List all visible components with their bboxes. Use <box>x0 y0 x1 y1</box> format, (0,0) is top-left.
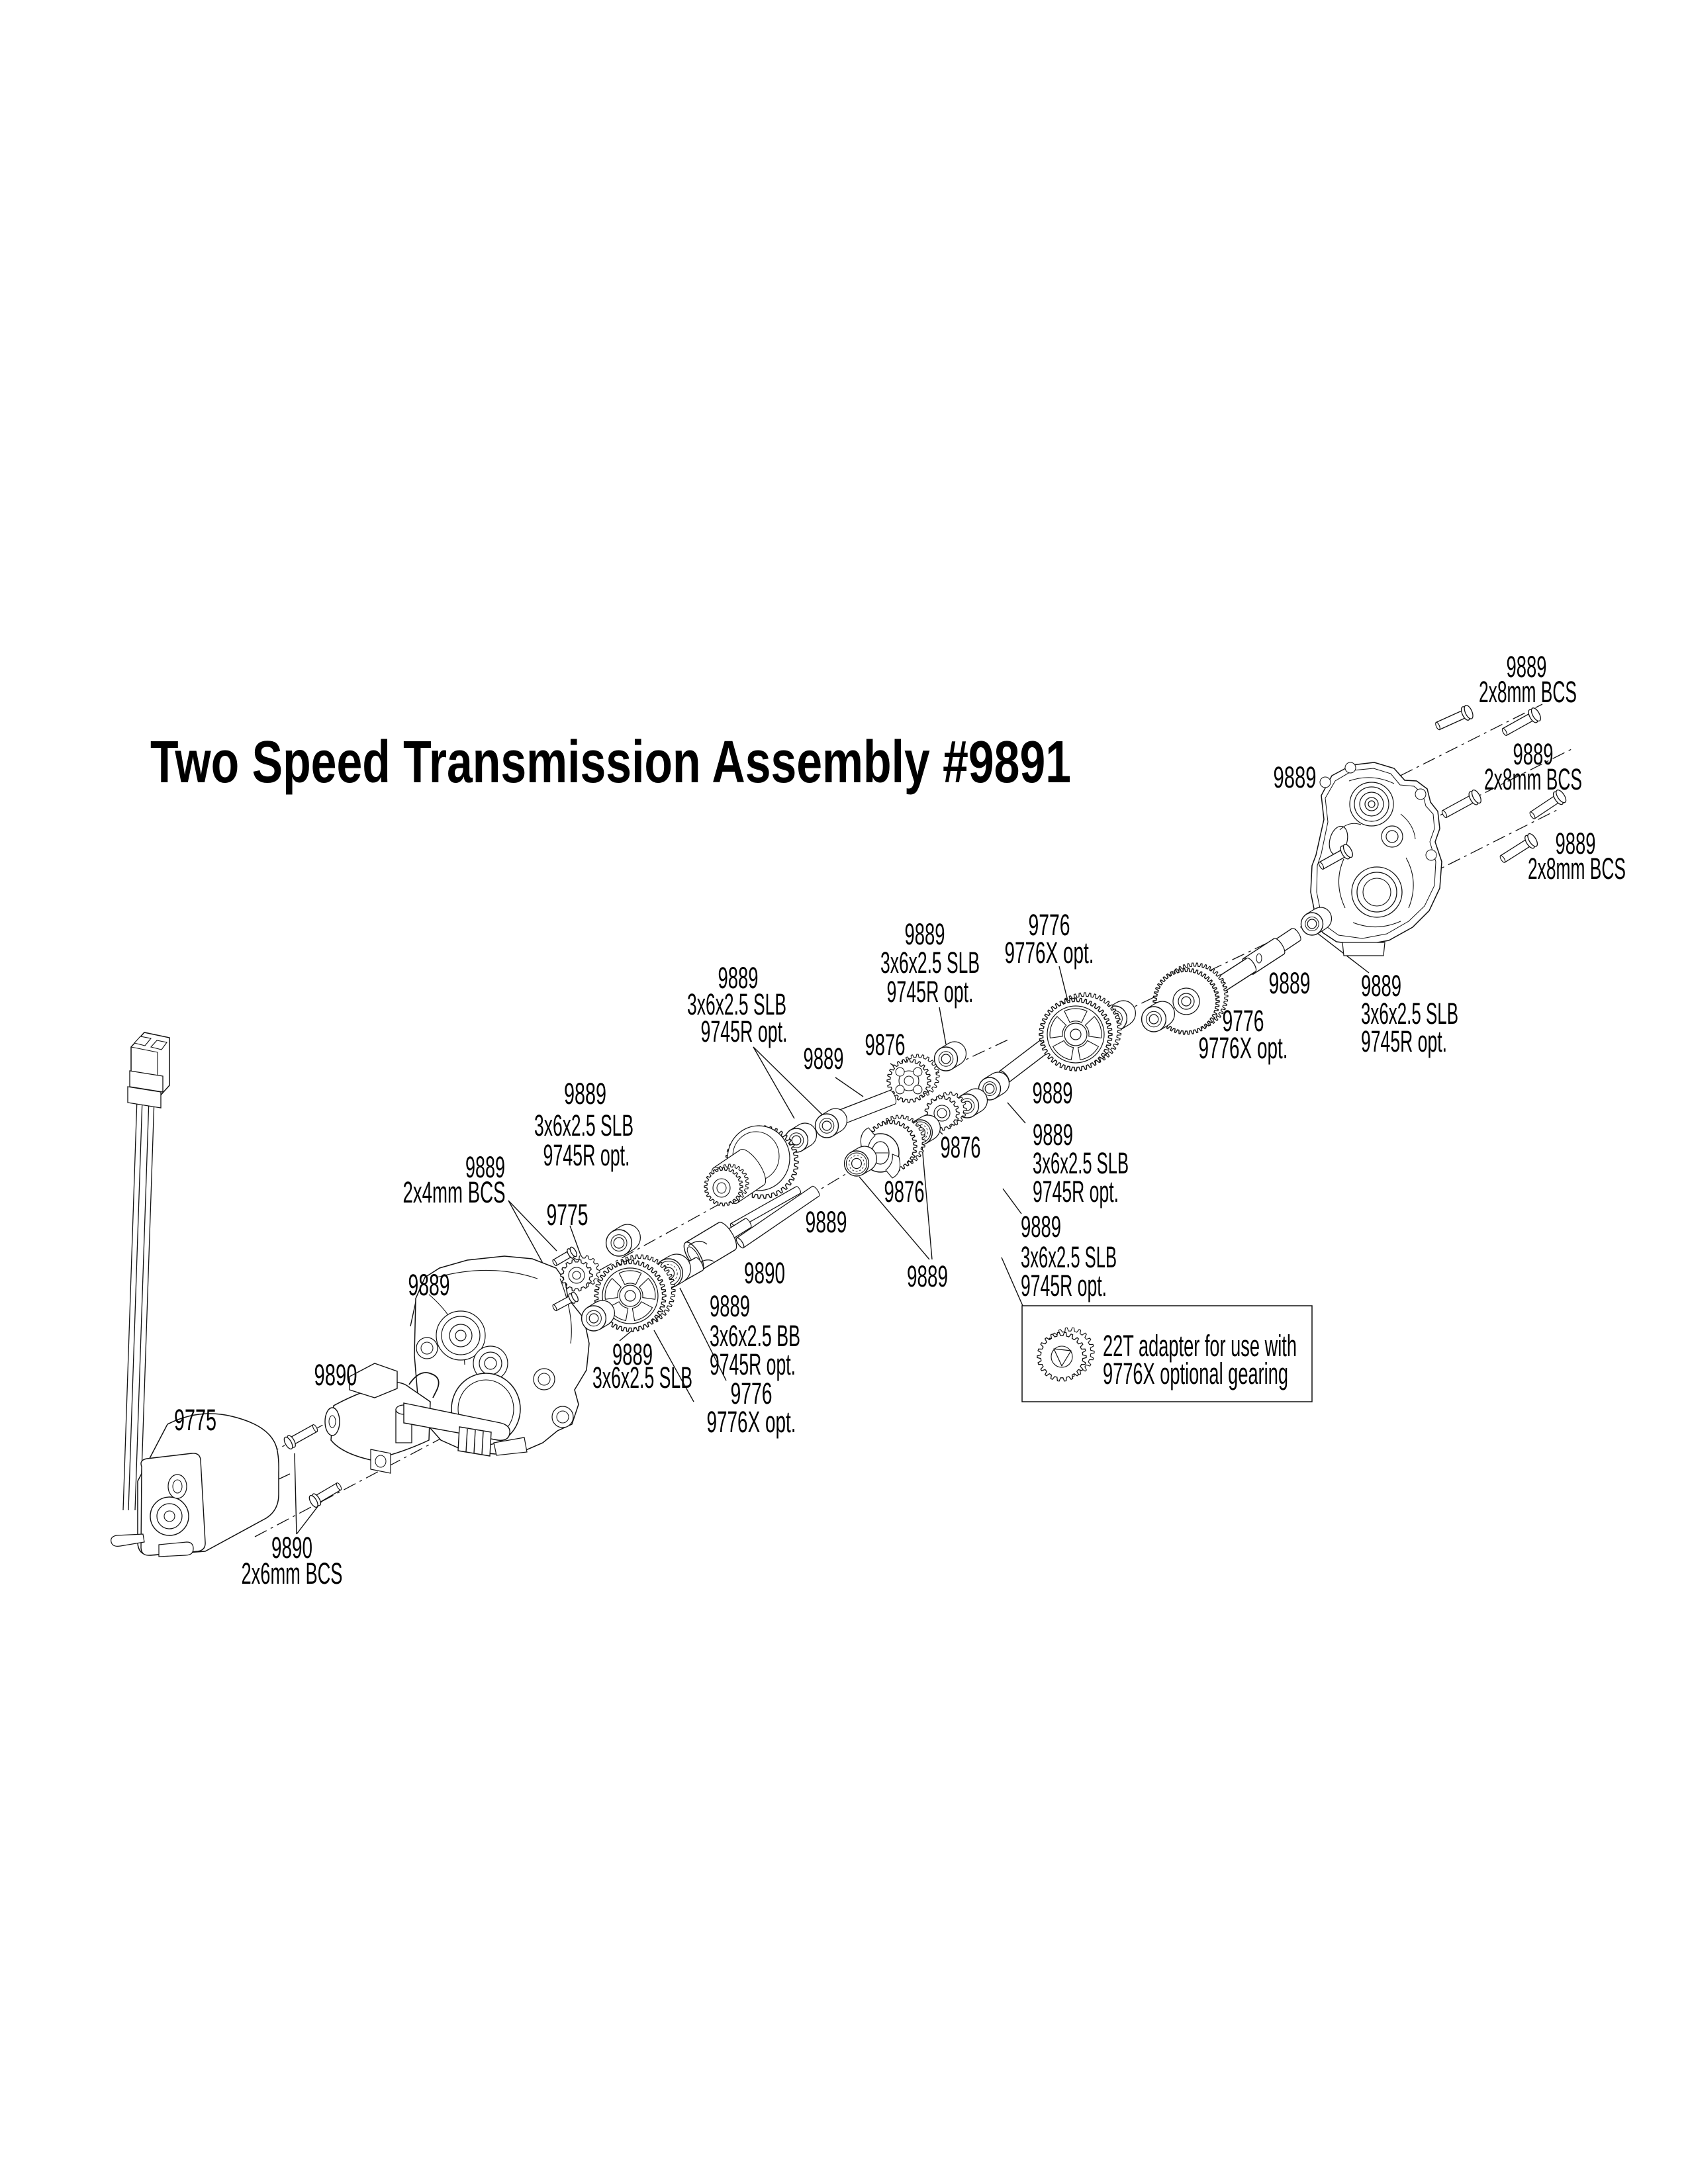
svg-text:3x6x2.5 SLB: 3x6x2.5 SLB <box>1021 1240 1117 1274</box>
svg-text:9889: 9889 <box>1361 969 1401 1003</box>
svg-text:9889: 9889 <box>1513 737 1554 771</box>
svg-text:9776X opt.: 9776X opt. <box>1199 1031 1288 1065</box>
svg-text:9776: 9776 <box>1029 908 1070 942</box>
svg-text:9889: 9889 <box>905 917 945 951</box>
svg-text:9776X opt.: 9776X opt. <box>1005 936 1094 970</box>
svg-text:3x6x2.5 SLB: 3x6x2.5 SLB <box>1361 997 1458 1030</box>
svg-text:9889: 9889 <box>1274 760 1317 794</box>
svg-text:9889: 9889 <box>1021 1210 1061 1244</box>
svg-text:9890: 9890 <box>271 1531 312 1565</box>
svg-text:9890: 9890 <box>744 1256 785 1290</box>
svg-text:3x6x2.5 SLB: 3x6x2.5 SLB <box>687 987 786 1021</box>
svg-text:9776: 9776 <box>1223 1004 1264 1038</box>
svg-text:9745R opt.: 9745R opt. <box>701 1015 788 1048</box>
svg-text:9745R opt.: 9745R opt. <box>1361 1024 1447 1058</box>
svg-text:9745R opt.: 9745R opt. <box>1033 1175 1119 1208</box>
svg-text:9876: 9876 <box>941 1130 981 1164</box>
svg-text:3x6x2.5 SLB: 3x6x2.5 SLB <box>1033 1146 1129 1180</box>
svg-text:9745R opt.: 9745R opt. <box>710 1347 796 1381</box>
svg-text:9776X optional gearing: 9776X optional gearing <box>1103 1357 1288 1390</box>
svg-text:9889: 9889 <box>1033 1076 1073 1110</box>
svg-text:9889: 9889 <box>1507 650 1547 684</box>
svg-text:2x6mm BCS: 2x6mm BCS <box>242 1557 343 1590</box>
svg-text:9889: 9889 <box>1033 1118 1073 1152</box>
svg-text:9889: 9889 <box>612 1338 653 1371</box>
svg-text:9889: 9889 <box>408 1268 450 1302</box>
svg-text:9889: 9889 <box>710 1289 750 1323</box>
svg-text:9889: 9889 <box>718 961 759 995</box>
svg-text:9745R opt.: 9745R opt. <box>1021 1269 1107 1302</box>
svg-text:9889: 9889 <box>1269 966 1311 1000</box>
svg-text:9890: 9890 <box>314 1358 357 1392</box>
svg-text:9776: 9776 <box>731 1377 773 1410</box>
svg-text:9745R opt.: 9745R opt. <box>543 1138 630 1172</box>
svg-text:9745R opt.: 9745R opt. <box>887 975 974 1009</box>
svg-text:9776X opt.: 9776X opt. <box>707 1405 796 1439</box>
svg-text:3x6x2.5 SLB: 3x6x2.5 SLB <box>880 946 980 979</box>
svg-text:3x6x2.5 BB: 3x6x2.5 BB <box>710 1319 800 1353</box>
svg-text:9889: 9889 <box>465 1150 505 1184</box>
svg-text:9889: 9889 <box>806 1205 847 1239</box>
svg-text:2x8mm BCS: 2x8mm BCS <box>1479 675 1577 709</box>
svg-text:9876: 9876 <box>884 1175 925 1208</box>
svg-text:3x6x2.5 SLB: 3x6x2.5 SLB <box>534 1109 633 1142</box>
svg-text:2x8mm BCS: 2x8mm BCS <box>1484 762 1582 796</box>
svg-text:2x4mm BCS: 2x4mm BCS <box>403 1175 506 1209</box>
svg-text:9889: 9889 <box>564 1077 606 1111</box>
svg-text:9775: 9775 <box>174 1403 216 1437</box>
svg-text:Two Speed Transmission Assembl: Two Speed Transmission Assembly #9891 <box>150 729 1071 796</box>
svg-text:22T adapter for use with: 22T adapter for use with <box>1103 1329 1297 1363</box>
svg-text:9889: 9889 <box>907 1259 948 1293</box>
svg-text:9889: 9889 <box>1556 827 1596 860</box>
svg-text:3x6x2.5 SLB: 3x6x2.5 SLB <box>592 1361 692 1394</box>
svg-text:9876: 9876 <box>865 1028 906 1062</box>
svg-text:2x8mm BCS: 2x8mm BCS <box>1528 852 1626 886</box>
svg-text:9889: 9889 <box>804 1042 844 1075</box>
svg-text:9775: 9775 <box>547 1198 588 1232</box>
